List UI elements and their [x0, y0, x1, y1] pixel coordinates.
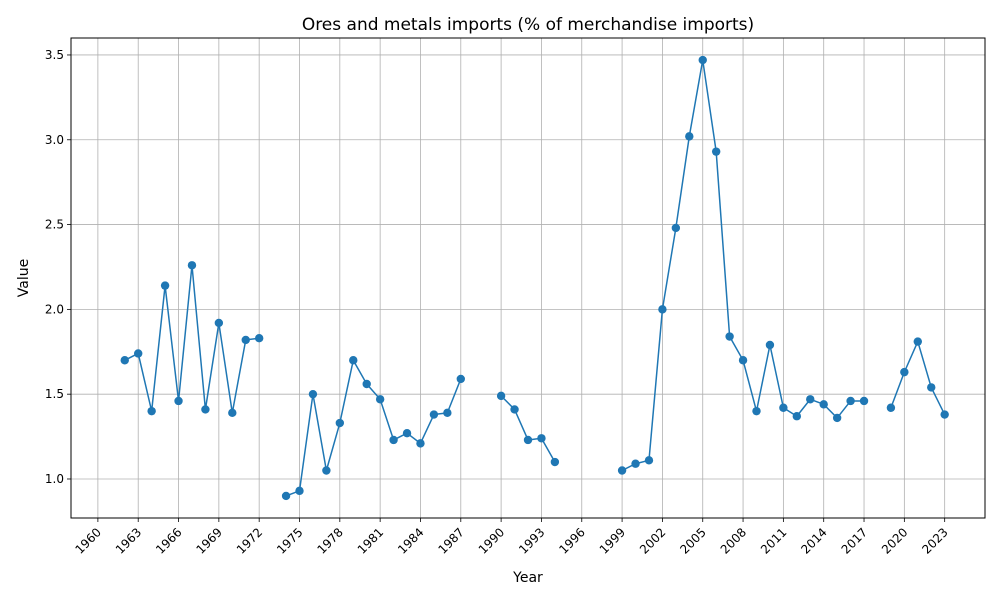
data-point	[859, 396, 869, 406]
data-point	[698, 55, 707, 65]
data-point	[201, 405, 210, 414]
data-point	[510, 405, 519, 414]
data-point	[792, 412, 802, 421]
data-point	[846, 396, 855, 406]
data-point	[550, 457, 560, 467]
data-point	[308, 389, 318, 399]
y-tick-label: 2.5	[45, 218, 64, 232]
plot-frame	[70, 37, 986, 519]
data-point	[738, 356, 748, 365]
data-point	[228, 408, 237, 418]
grid-lines	[71, 38, 985, 518]
series-group	[120, 55, 949, 501]
data-point	[402, 428, 412, 438]
data-point	[416, 439, 425, 448]
data-point	[725, 332, 734, 341]
data-point	[765, 340, 775, 350]
data-point	[496, 391, 506, 401]
series-line	[285, 359, 462, 497]
data-point	[214, 318, 224, 328]
data-point	[685, 132, 694, 141]
data-point	[900, 367, 909, 377]
data-point	[281, 491, 291, 501]
data-point	[456, 374, 465, 384]
data-point	[658, 305, 667, 314]
y-tick-label: 2.0	[45, 302, 64, 316]
data-point	[349, 356, 358, 365]
data-point	[940, 410, 949, 419]
data-point	[254, 334, 264, 343]
y-tick-label: 1.5	[45, 387, 64, 401]
data-point	[322, 466, 331, 475]
data-point	[537, 434, 546, 443]
data-point	[295, 486, 304, 496]
data-point	[134, 349, 143, 358]
data-point	[617, 466, 627, 475]
data-point	[711, 147, 721, 156]
data-point	[631, 459, 640, 468]
data-point	[389, 435, 398, 445]
data-point	[779, 403, 788, 412]
data-point	[147, 406, 156, 416]
data-point	[523, 435, 533, 445]
y-tick-label: 3.0	[45, 133, 64, 147]
data-point	[644, 456, 654, 465]
data-point	[429, 410, 439, 419]
y-axis-label: Value	[16, 259, 32, 297]
chart-title: Ores and metals imports (% of merchandis…	[302, 15, 754, 35]
data-point	[120, 356, 129, 365]
data-point	[819, 400, 828, 409]
data-point	[832, 413, 842, 423]
data-point	[335, 418, 345, 428]
data-point	[927, 383, 936, 392]
data-point	[913, 337, 922, 346]
data-point	[174, 396, 183, 406]
data-point	[671, 223, 681, 233]
data-point	[187, 261, 197, 270]
data-point	[752, 406, 761, 416]
data-point	[375, 395, 385, 404]
data-point	[886, 403, 896, 412]
data-point	[160, 281, 170, 290]
x-axis-label: Year	[512, 570, 543, 586]
data-point	[443, 408, 452, 418]
y-tick-label: 3.5	[45, 48, 64, 62]
data-point	[362, 379, 371, 389]
data-point	[806, 395, 815, 404]
y-tick-label: 1.0	[45, 472, 64, 486]
data-point	[241, 335, 250, 345]
